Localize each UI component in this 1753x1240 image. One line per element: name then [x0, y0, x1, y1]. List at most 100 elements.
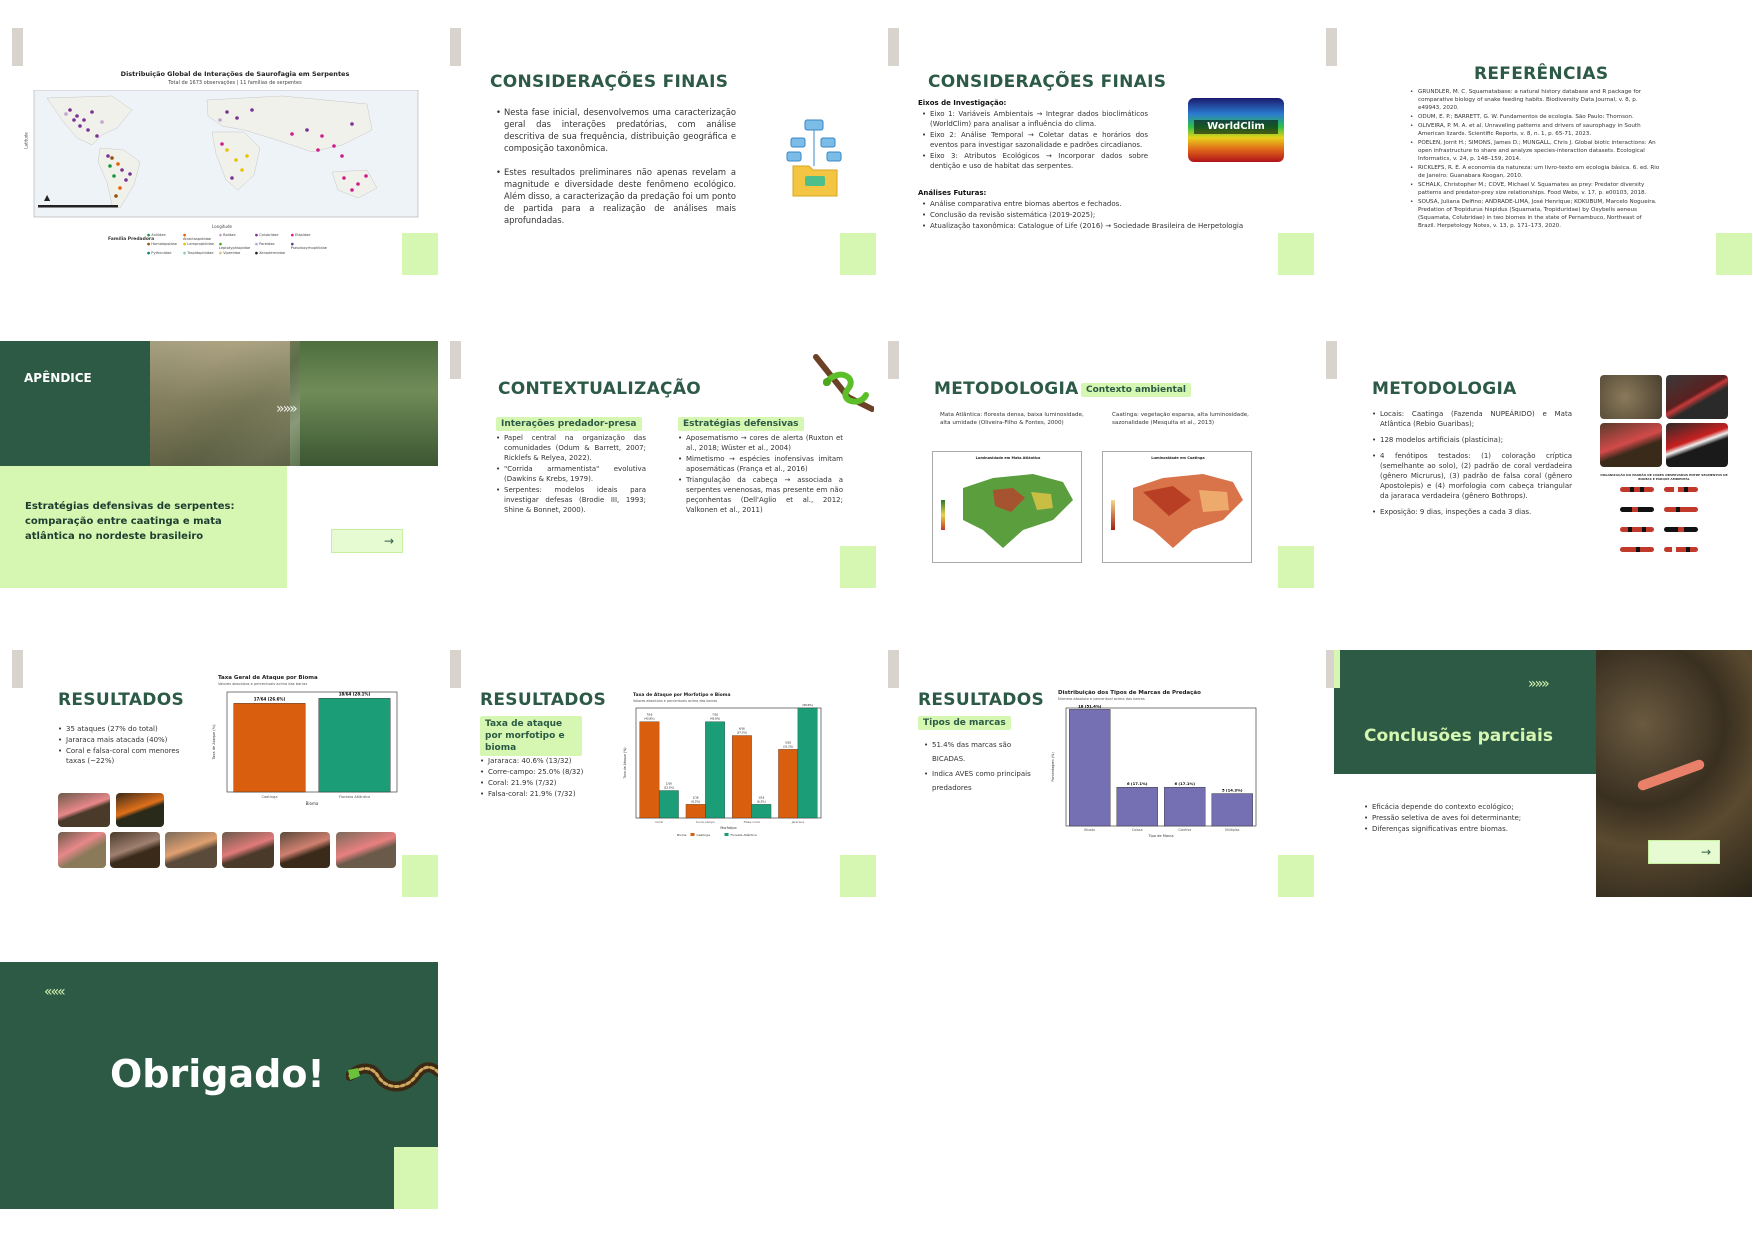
legend-swatch	[690, 833, 695, 836]
bullet: Jararaca: 40.6% (13/32)	[480, 756, 600, 766]
accent-bar	[1334, 650, 1340, 688]
slide-corner	[840, 546, 876, 588]
chart-attack-by-morphotype: 7/16(43.8%)2/16(12.5%)Coral1/16(6.2%)7/1…	[623, 702, 822, 837]
model-photo	[336, 832, 396, 868]
bar	[1069, 709, 1111, 827]
bullet-list: 35 ataques (27% do total) Jararaca mais …	[58, 724, 193, 767]
map-legend: ● Anilidae ● Atractaspididae ● Boidae ● …	[147, 233, 327, 255]
slide-metodologia-2[interactable]: METODOLOGIA Locais: Caatinga (Fazenda NU…	[1314, 341, 1752, 588]
slide-tab	[888, 650, 899, 688]
model-photo	[1666, 375, 1728, 419]
lime-panel	[0, 466, 287, 588]
bar	[797, 707, 818, 819]
legend-item: ● Atractaspididae	[182, 233, 212, 241]
data-label: 1/16	[693, 795, 699, 799]
svg-text:▲: ▲	[44, 193, 51, 202]
arrow-right-icon: →	[1700, 845, 1711, 859]
future-list: Análise comparativa entre biomas abertos…	[922, 199, 1262, 232]
map-atlantic: Luminosidade em Mata Atlântica	[932, 451, 1082, 563]
coral-patterns-figure	[1620, 487, 1698, 552]
bar	[732, 735, 752, 819]
slide-referencias[interactable]: REFERÊNCIAS GRUNDLER, M. C. Squamatabase…	[1314, 28, 1752, 275]
bar	[639, 721, 660, 819]
chart-title: Distribuição dos Tipos de Marcas de Pred…	[1058, 690, 1201, 696]
worldclim-logo: WorldClim	[1188, 98, 1284, 162]
reference: POELEN, Jorrit H.; SIMONS, James D.; MUN…	[1410, 139, 1660, 163]
slide-map[interactable]: Distribuição Global de Interações de Sau…	[0, 28, 438, 275]
reference: OLIVEIRA, P. M. A. et al. Unraveling pat…	[1410, 122, 1660, 138]
arrow-right-icon: →	[383, 534, 394, 548]
slide-obrigado[interactable]: ««« Obrigado!	[0, 962, 438, 1209]
appendix-title: Estratégias defensivas de serpentes: com…	[25, 501, 235, 542]
slide-corner	[840, 855, 876, 897]
x-axis-label: Bioma	[306, 801, 319, 806]
slide-contextualizacao[interactable]: CONTEXTUALIZAÇÃO Interações predador-pre…	[438, 341, 876, 588]
next-arrow-button[interactable]: →	[1648, 840, 1720, 864]
data-label: 1/16	[758, 795, 764, 799]
chevrons-icon: »»»	[1528, 676, 1550, 692]
section-heading: Análises Futuras:	[918, 189, 987, 197]
reference: SCHALK, Christopher M.; COVE, Michael V.…	[1410, 181, 1660, 197]
legend-item: ● Pythonidae	[147, 251, 172, 255]
figure-caption: ORGANIZAÇÃO DO PADRÃO DE CORES OBSERVADO…	[1600, 473, 1728, 481]
slide-resultados-3[interactable]: RESULTADOS Tipos de marcas 51.4% das mar…	[876, 650, 1314, 897]
legend-item: ● Pseudoxyrhophiidae	[290, 242, 327, 250]
slide-corner	[402, 233, 438, 275]
model-photo	[222, 832, 274, 868]
tag: Tipos de marcas	[918, 716, 1011, 730]
y-axis-label: Taxa de Ataque (%)	[212, 724, 216, 761]
tick-label: Coral	[655, 820, 663, 824]
slide-metodologia-1[interactable]: METODOLOGIA Contexto ambiental Mata Atlâ…	[876, 341, 1314, 588]
bullet: Corre-campo: 25.0% (8/32)	[480, 767, 600, 777]
bullet: Eixo 3: Atributos Ecológicos → Incorpora…	[922, 151, 1148, 171]
reference: GRUNDLER, M. C. Squamatabase: a natural …	[1410, 88, 1660, 112]
chart-title: Taxa de Ataque por Morfotipo e Bioma	[633, 693, 731, 698]
slide-title: CONSIDERAÇÕES FINAIS	[490, 72, 729, 92]
bullet: 128 modelos artificiais (plasticina);	[1372, 435, 1572, 445]
tick-label: Coletiva	[1178, 828, 1191, 832]
data-label: (31.2%)	[783, 744, 793, 748]
bullet: Eficácia depende do contexto ecológico;	[1364, 802, 1584, 812]
chart-mark-types: 18 (51.4%) Bicada 6 (17.1%) Calosa 6 (17.1%)…	[1051, 703, 1257, 838]
slide-resultados-1[interactable]: RESULTADOS 35 ataques (27% do total) Jar…	[0, 650, 438, 897]
x-axis-label: Morfotipo	[720, 826, 736, 830]
data-label: 2/16	[666, 782, 672, 786]
model-photo	[165, 832, 217, 868]
legend-item: ● Viperidae	[218, 251, 241, 255]
tick-label: Bicada	[1084, 828, 1095, 832]
bullet-list: Nesta fase inicial, desenvolvemos uma ca…	[496, 106, 736, 227]
slide-corner	[394, 1147, 438, 1209]
tag: Taxa de ataque por morfotipo e bioma	[480, 716, 582, 756]
data-label: 8/16	[805, 702, 811, 703]
slide-corner	[1278, 233, 1314, 275]
tick-label: Jararaca	[791, 820, 805, 824]
slide-consideracoes-2[interactable]: CONSIDERAÇÕES FINAIS Eixos de Investigaç…	[876, 28, 1314, 275]
bullet: Eixo 2: Análise Temporal → Coletar datas…	[922, 130, 1148, 150]
slide-consideracoes-1[interactable]: CONSIDERAÇÕES FINAIS Nesta fase inicial,…	[438, 28, 876, 275]
green-panel	[0, 341, 150, 466]
model-photo	[116, 793, 164, 827]
map-caption: Luminosidade em Mata Atlântica	[975, 456, 1041, 460]
tick-label: Calosa	[1132, 828, 1143, 832]
model-photo	[1666, 423, 1728, 467]
x-axis-label: Tipo de Marca	[1147, 834, 1173, 838]
slide-tab	[450, 28, 461, 66]
slide-apendice[interactable]: APÊNDICE »»» Estratégias defensivas de s…	[0, 341, 438, 588]
next-arrow-button[interactable]: →	[331, 529, 403, 553]
slide-conclusoes[interactable]: »»» Conclusões parciais Eficácia depende…	[1314, 650, 1752, 897]
slide-corner	[1278, 855, 1314, 897]
bullet: Papel central na organização das comunid…	[496, 433, 646, 463]
model-photo	[1600, 375, 1662, 419]
model-photo	[110, 832, 160, 868]
legend-item: ● Colubridae	[254, 233, 279, 237]
legend-item: ● Elapidae	[290, 233, 311, 237]
slide-tab	[888, 28, 899, 66]
slide-corner	[402, 855, 438, 897]
legend-item: ● Xenodermidae	[254, 251, 286, 255]
legend-label: Caatinga	[697, 833, 711, 837]
bullet: Nesta fase inicial, desenvolvemos uma ca…	[496, 106, 736, 154]
forest-photo	[150, 341, 438, 466]
slide-resultados-2[interactable]: RESULTADOS Taxa de ataque por morfotipo …	[438, 650, 876, 897]
world-map: ▲ Longitude	[33, 90, 419, 229]
logo-text: WorldClim	[1194, 120, 1278, 134]
